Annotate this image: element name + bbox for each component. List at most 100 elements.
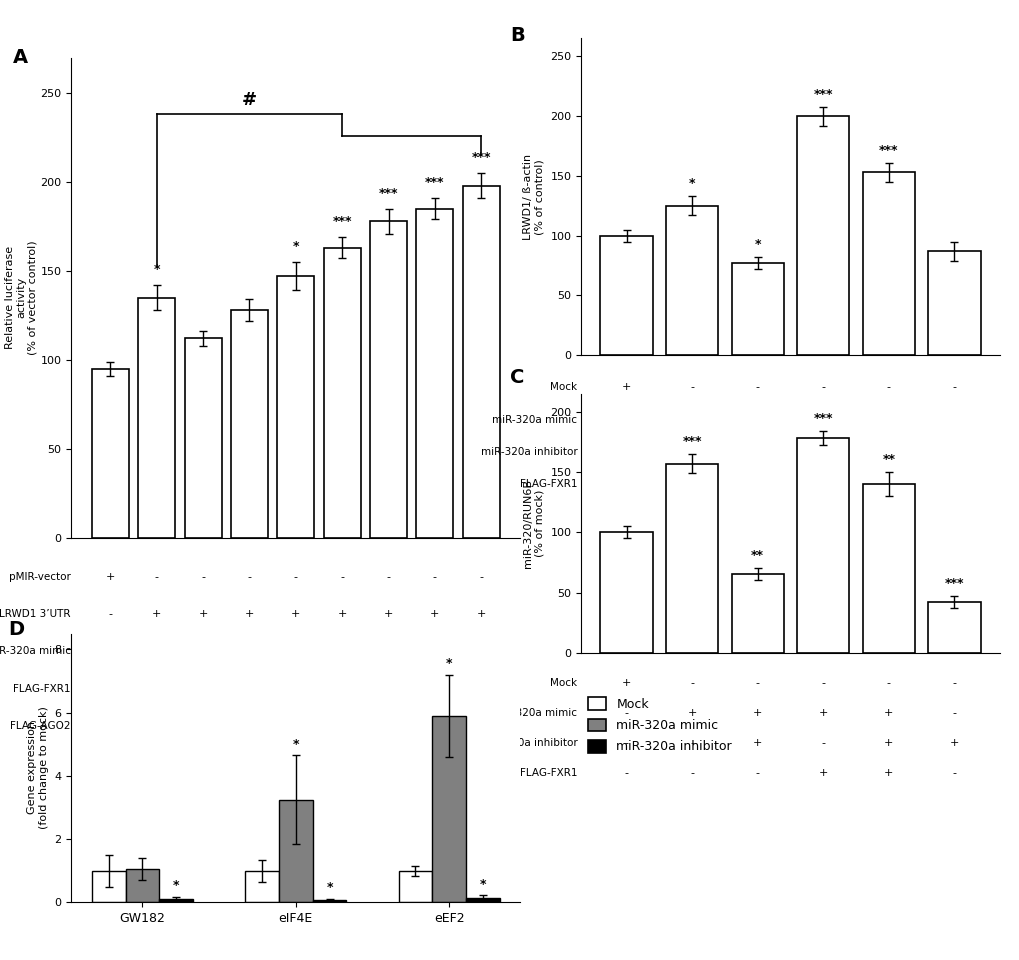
Bar <box>466 898 499 902</box>
Text: FLAG-FXR1: FLAG-FXR1 <box>520 768 577 779</box>
Text: +: + <box>430 609 439 619</box>
Text: -: - <box>201 646 205 657</box>
Y-axis label: Relative luciferase
activity
(% of vector control): Relative luciferase activity (% of vecto… <box>4 240 38 355</box>
Text: FLAG-FXR1: FLAG-FXR1 <box>520 479 577 490</box>
Text: -: - <box>155 572 159 582</box>
Text: +: + <box>752 447 761 457</box>
Text: *: * <box>445 657 452 670</box>
Text: pMIR-LRWD1 3’UTR: pMIR-LRWD1 3’UTR <box>0 609 71 619</box>
Text: +: + <box>198 609 208 619</box>
Text: +: + <box>883 708 893 718</box>
Text: +: + <box>430 646 439 657</box>
Text: -: - <box>339 572 343 582</box>
Text: *: * <box>754 238 760 252</box>
Bar <box>862 484 914 653</box>
Text: -: - <box>386 721 390 732</box>
Text: +: + <box>752 738 761 748</box>
Text: -: - <box>248 572 252 582</box>
Text: miR-320a mimic: miR-320a mimic <box>0 646 71 657</box>
Text: +: + <box>290 609 301 619</box>
Text: +: + <box>883 738 893 748</box>
Text: miR-320a mimic: miR-320a mimic <box>492 415 577 424</box>
Text: +: + <box>198 684 208 694</box>
Text: -: - <box>248 646 252 657</box>
Text: -: - <box>755 479 759 490</box>
Text: +: + <box>883 415 893 424</box>
Text: ***: *** <box>332 215 352 228</box>
Bar <box>245 871 278 902</box>
Text: -: - <box>886 678 890 688</box>
Text: +: + <box>290 684 301 694</box>
Bar <box>731 574 784 653</box>
Bar <box>125 869 159 902</box>
Bar <box>600 532 652 653</box>
Text: ***: *** <box>378 187 397 200</box>
Text: pMIR-vector: pMIR-vector <box>9 572 71 582</box>
Text: miR-320a inhibitor: miR-320a inhibitor <box>480 738 577 748</box>
Text: +: + <box>337 609 346 619</box>
Text: -: - <box>952 382 956 393</box>
Text: B: B <box>510 26 525 45</box>
Text: A: A <box>13 48 29 67</box>
Text: -: - <box>755 382 759 393</box>
Text: -: - <box>820 447 824 457</box>
Text: +: + <box>818 479 827 490</box>
Text: +: + <box>818 768 827 779</box>
Text: +: + <box>106 572 115 582</box>
Text: +: + <box>337 646 346 657</box>
Bar <box>731 263 784 355</box>
Y-axis label: LRWD1/ ß-actin
(% of control): LRWD1/ ß-actin (% of control) <box>523 154 544 240</box>
Text: -: - <box>155 684 159 694</box>
Bar <box>370 221 407 538</box>
Text: -: - <box>820 678 824 688</box>
Text: +: + <box>883 447 893 457</box>
Legend: Mock, miR-320a mimic, miR-320a inhibitor: Mock, miR-320a mimic, miR-320a inhibitor <box>587 698 732 754</box>
Text: -: - <box>690 738 694 748</box>
Bar <box>138 298 175 538</box>
Bar <box>416 208 453 538</box>
Text: +: + <box>949 447 958 457</box>
Bar <box>277 276 314 538</box>
Bar <box>796 438 849 653</box>
Text: -: - <box>386 572 390 582</box>
Text: -: - <box>155 646 159 657</box>
Text: -: - <box>820 738 824 748</box>
Text: +: + <box>883 479 893 490</box>
Text: +: + <box>622 382 631 393</box>
Text: -: - <box>293 646 298 657</box>
Text: -: - <box>690 382 694 393</box>
Text: -: - <box>201 572 205 582</box>
Text: -: - <box>432 684 436 694</box>
Text: +: + <box>476 721 485 732</box>
Text: ***: *** <box>813 412 833 425</box>
Text: -: - <box>624 768 628 779</box>
Text: -: - <box>201 721 205 732</box>
Text: -: - <box>624 479 628 490</box>
Bar <box>184 339 221 538</box>
Text: +: + <box>883 768 893 779</box>
Text: -: - <box>690 678 694 688</box>
Text: ***: *** <box>425 176 444 189</box>
Text: -: - <box>624 447 628 457</box>
Text: -: - <box>952 678 956 688</box>
Bar <box>927 602 979 653</box>
Text: *: * <box>479 877 486 891</box>
Text: *: * <box>173 879 179 892</box>
Text: Mock: Mock <box>550 678 577 688</box>
Text: -: - <box>820 382 824 393</box>
Bar <box>230 310 268 538</box>
Text: ***: *** <box>944 577 963 590</box>
Text: +: + <box>383 609 393 619</box>
Text: ***: *** <box>471 152 490 164</box>
Bar <box>278 800 313 902</box>
Text: -: - <box>952 768 956 779</box>
Text: -: - <box>155 721 159 732</box>
Bar <box>313 900 346 902</box>
Text: -: - <box>952 479 956 490</box>
Text: +: + <box>752 415 761 424</box>
Text: -: - <box>248 684 252 694</box>
Text: **: ** <box>881 453 895 466</box>
Text: **: ** <box>750 549 763 563</box>
Y-axis label: miR-320/RUN6B
(% of mock): miR-320/RUN6B (% of mock) <box>523 479 544 567</box>
Text: -: - <box>755 678 759 688</box>
